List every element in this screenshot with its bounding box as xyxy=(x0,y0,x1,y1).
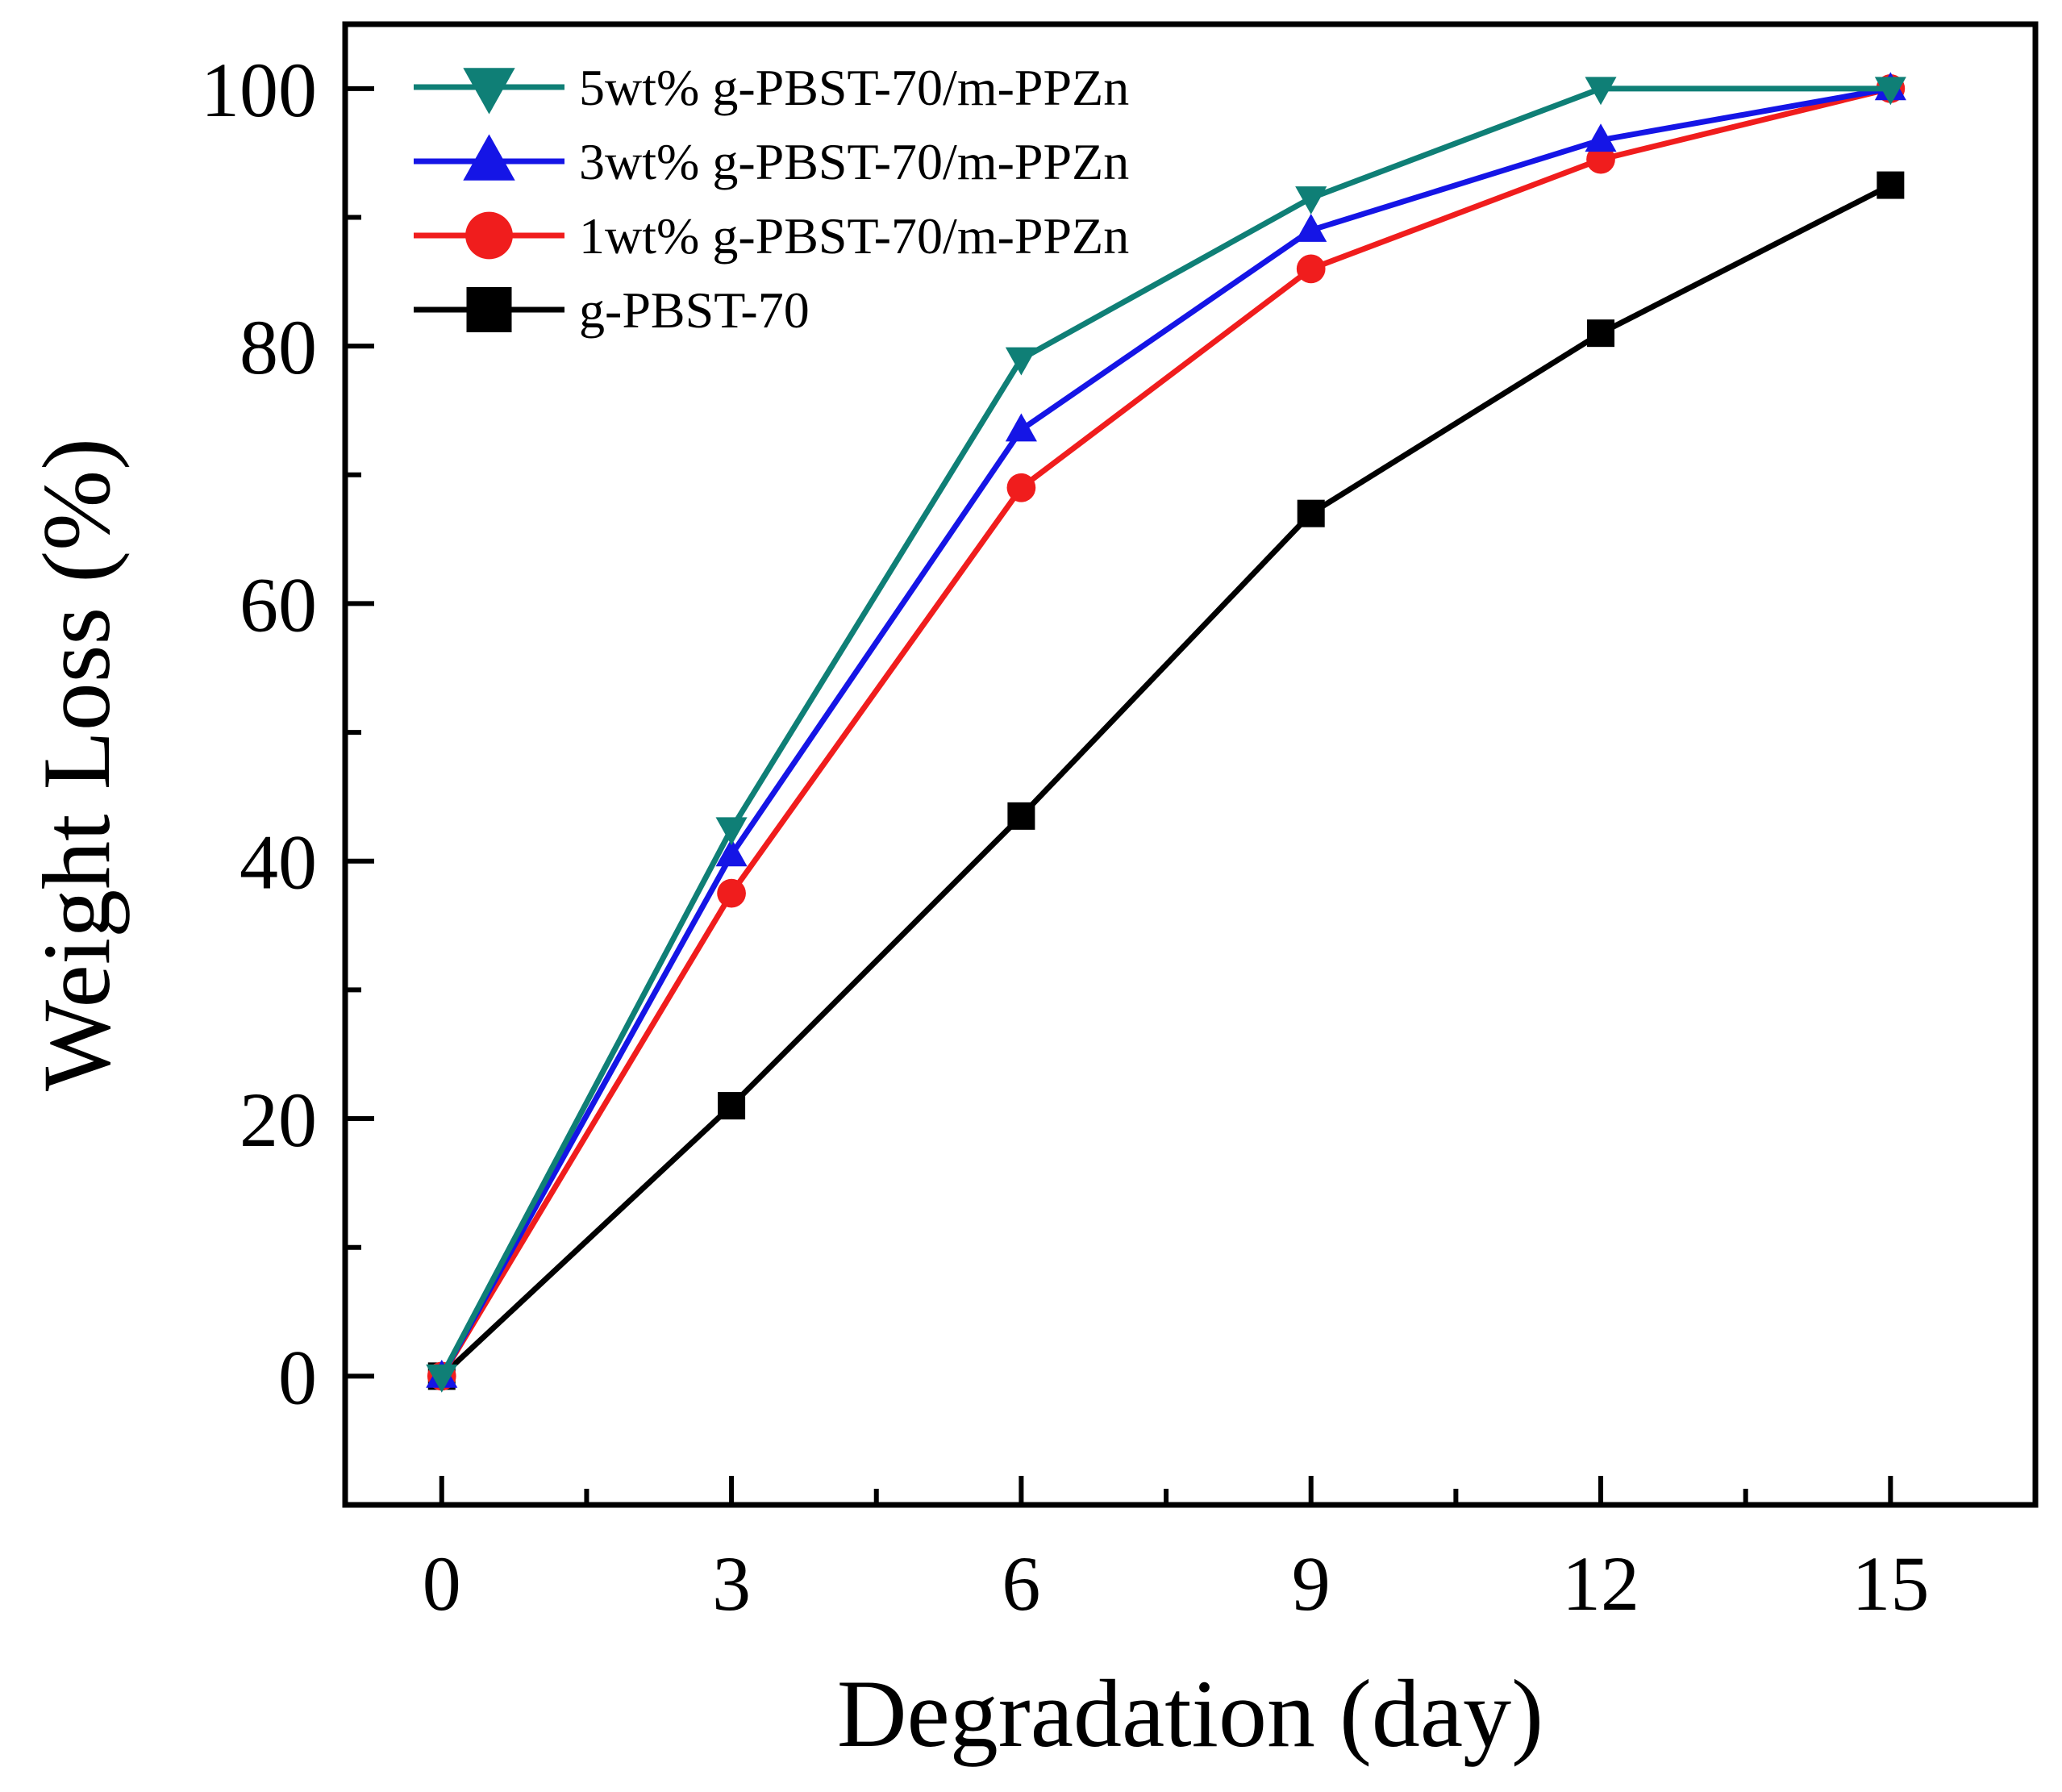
marker-square xyxy=(1297,499,1325,527)
y-tick-label: 20 xyxy=(240,1077,317,1163)
y-tick-label: 0 xyxy=(278,1334,317,1420)
series-5wt-g-pbst-70-m-ppzn xyxy=(426,77,1906,1393)
marker-circle xyxy=(1296,254,1326,284)
marker-triangle-up xyxy=(1585,123,1617,152)
marker-triangle-down xyxy=(1295,186,1327,215)
legend-item: 5wt% g-PBST-70/m-PPZn xyxy=(414,59,1129,116)
x-tick-label: 9 xyxy=(1292,1540,1331,1627)
marker-circle xyxy=(1006,473,1036,502)
legend-item: 3wt% g-PBST-70/m-PPZn xyxy=(414,133,1129,190)
legend-label: 1wt% g-PBST-70/m-PPZn xyxy=(579,207,1129,265)
plot-frame xyxy=(342,21,2039,1508)
x-tick-label: 0 xyxy=(423,1540,461,1627)
marker-triangle-down xyxy=(1874,77,1906,106)
x-tick-label: 6 xyxy=(1002,1540,1040,1627)
legend-item: g-PBST-70 xyxy=(414,281,810,339)
marker-triangle-up xyxy=(715,838,748,867)
y-tick-label: 80 xyxy=(240,304,317,390)
x-axis-title: Degradation (day) xyxy=(837,1660,1543,1767)
marker-square xyxy=(466,287,512,332)
marker-triangle-down xyxy=(463,68,515,115)
series-layer xyxy=(426,72,1906,1393)
y-tick-label: 60 xyxy=(240,561,317,648)
series-g-pbst-70 xyxy=(427,171,1905,1390)
series-line xyxy=(439,182,1892,1378)
series-line xyxy=(439,85,1891,1378)
legend-label: 3wt% g-PBST-70/m-PPZn xyxy=(579,133,1129,190)
marker-circle xyxy=(717,878,746,908)
ticks: 0 3 6 9 12 15 0 20 40 60 80 100 xyxy=(201,47,1929,1627)
marker-square xyxy=(1587,319,1615,348)
x-tick-label: 12 xyxy=(1562,1540,1639,1627)
legend-label: 5wt% g-PBST-70/m-PPZn xyxy=(579,59,1129,116)
x-tick-label: 3 xyxy=(712,1540,751,1627)
marker-triangle-down xyxy=(1585,77,1617,106)
series-3wt-g-pbst-70-m-ppzn xyxy=(426,72,1906,1388)
marker-square xyxy=(718,1092,746,1120)
y-tick-label: 100 xyxy=(201,47,317,133)
series-line xyxy=(439,85,1892,1378)
marker-circle xyxy=(1586,144,1615,174)
marker-triangle-down xyxy=(715,817,748,846)
marker-triangle-down xyxy=(426,1364,458,1393)
marker-square xyxy=(1877,171,1905,199)
marker-square xyxy=(1007,802,1035,830)
x-tick-label: 15 xyxy=(1852,1540,1929,1627)
marker-triangle-down xyxy=(1005,347,1037,376)
marker-circle xyxy=(465,211,513,260)
marker-triangle-up xyxy=(463,134,515,181)
legend-item: 1wt% g-PBST-70/m-PPZn xyxy=(414,207,1129,265)
y-tick-label: 40 xyxy=(240,819,317,906)
marker-triangle-up xyxy=(1295,214,1327,242)
legend: 5wt% g-PBST-70/m-PPZn 3wt% g-PBST-70/m-PP… xyxy=(414,59,1129,339)
y-axis-title: Weight Loss (%) xyxy=(23,438,130,1091)
legend-label: g-PBST-70 xyxy=(579,281,810,339)
series-line xyxy=(439,85,1891,1377)
marker-triangle-up xyxy=(1005,413,1037,442)
series-1wt-g-pbst-70-m-ppzn xyxy=(427,73,1906,1391)
